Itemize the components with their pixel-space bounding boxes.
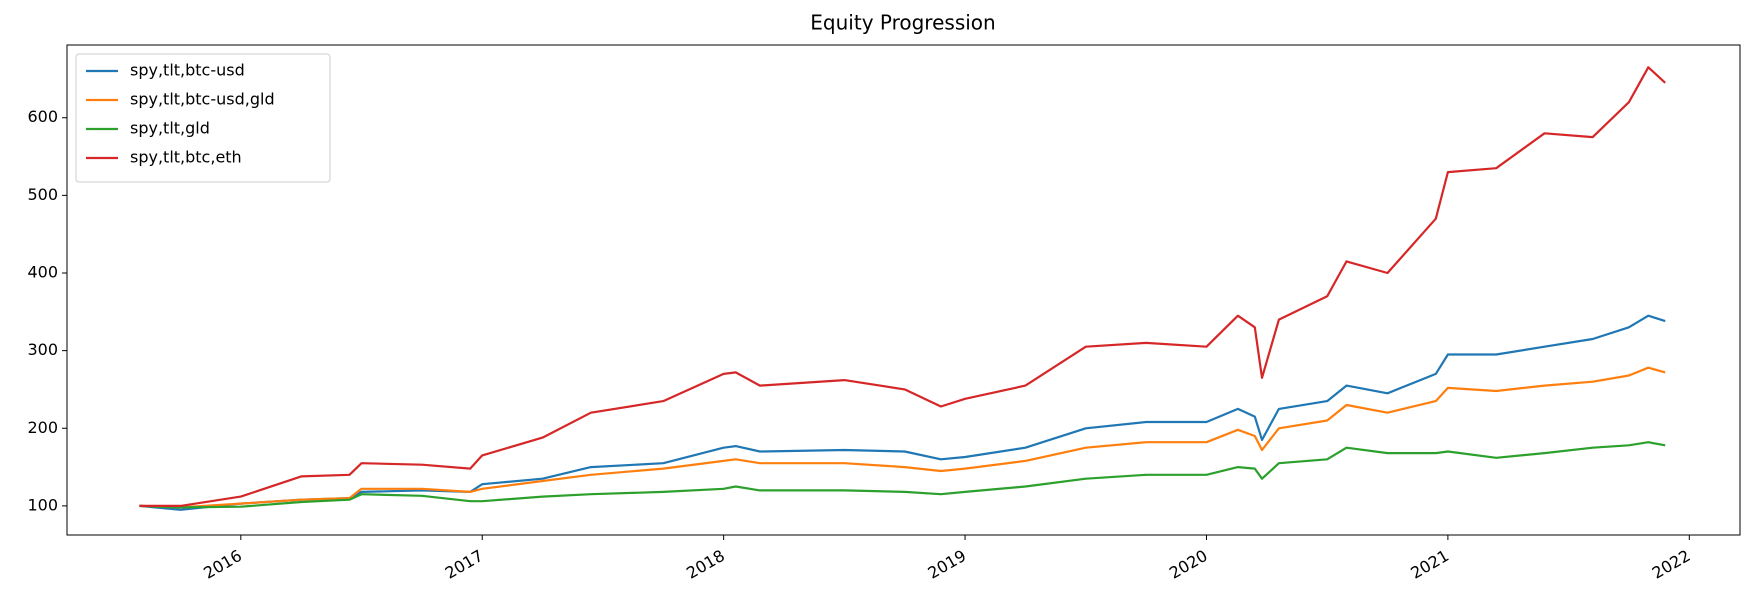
legend-label: spy,tlt,btc-usd,gld <box>130 90 275 109</box>
x-tick-label: 2019 <box>925 546 970 583</box>
x-tick-label: 2016 <box>200 546 245 583</box>
legend-label: spy,tlt,btc-usd <box>130 61 245 80</box>
x-tick-label: 2018 <box>683 546 728 583</box>
x-tick-label: 2017 <box>442 546 487 583</box>
y-tick-label: 100 <box>27 495 58 514</box>
legend-label: spy,tlt,gld <box>130 119 210 138</box>
y-tick-label: 200 <box>27 418 58 437</box>
x-tick-label: 2021 <box>1407 546 1452 583</box>
plot-frame <box>66 44 1741 536</box>
chart-title: Equity Progression <box>810 11 995 35</box>
y-tick-label: 300 <box>27 340 58 359</box>
x-tick-label: 2020 <box>1166 546 1211 583</box>
x-tick-label: 2022 <box>1649 546 1694 583</box>
series-line <box>139 441 1666 509</box>
series-line <box>139 314 1666 511</box>
y-tick-label: 400 <box>27 262 58 281</box>
y-tick-label: 500 <box>27 185 58 204</box>
series-line <box>139 366 1666 509</box>
legend-label: spy,tlt,btc,eth <box>130 148 242 167</box>
series-line <box>139 66 1666 507</box>
y-tick-label: 600 <box>27 107 58 126</box>
legend-box <box>75 53 331 183</box>
legend: spy,tlt,btc-usd spy,tlt,btc-usd,gld spy,tl… <box>75 53 331 183</box>
